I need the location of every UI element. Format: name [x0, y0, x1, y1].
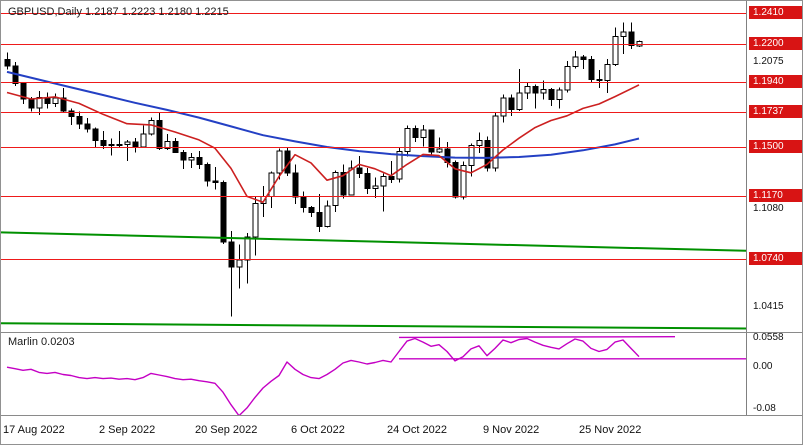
- price-tick: 1.1080: [753, 203, 784, 214]
- candlestick-chart[interactable]: [1, 4, 746, 332]
- date-label: 24 Oct 2022: [387, 424, 447, 436]
- time-axis-separator: [1, 415, 802, 416]
- indicator-label: Marlin 0.0203: [8, 336, 75, 348]
- price-axis[interactable]: 1.2410 1.2200 1.1940 1.1737 1.1500 1.1170 1.07…: [746, 1, 802, 415]
- indicator-tick: 0.00: [753, 361, 773, 372]
- indicator-name: Marlin: [8, 336, 38, 348]
- price-level-badge: 1.2200: [749, 37, 802, 50]
- indicator-tick: 0.0558: [753, 332, 784, 343]
- time-axis[interactable]: 17 Aug 2022 2 Sep 2022 20 Sep 2022 6 Oct 20…: [1, 416, 802, 444]
- date-label: 6 Oct 2022: [291, 424, 345, 436]
- chart-title: GBPUSD,Daily 1.2187 1.2223 1.2180 1.2215: [8, 6, 229, 18]
- price-tick: 1.2075: [753, 56, 784, 67]
- price-tick: 1.0415: [753, 301, 784, 312]
- date-label: 25 Nov 2022: [579, 424, 642, 436]
- date-label: 2 Sep 2022: [99, 424, 156, 436]
- price-level-badge: 1.1500: [749, 140, 802, 153]
- price-level-badge: 1.2410: [749, 6, 802, 19]
- indicator-panel: Marlin 0.0203: [1, 333, 746, 415]
- price-level-badge: 1.1940: [749, 75, 802, 88]
- chart-title-text: GBPUSD,Daily 1.2187 1.2223 1.2180 1.2215: [8, 6, 229, 18]
- marlin-indicator-chart[interactable]: [1, 333, 746, 415]
- date-label: 17 Aug 2022: [3, 424, 65, 436]
- price-level-badge: 1.1737: [749, 105, 802, 118]
- price-level-badge: 1.0740: [749, 252, 802, 265]
- price-level-badge: 1.1170: [749, 189, 802, 202]
- date-label: 20 Sep 2022: [195, 424, 258, 436]
- indicator-tick: -0.08: [753, 403, 776, 414]
- indicator-value: 0.0203: [41, 336, 75, 348]
- panel-separator[interactable]: [1, 332, 802, 333]
- main-chart-area: GBPUSD,Daily 1.2187 1.2223 1.2180 1.2215: [1, 1, 746, 332]
- date-label: 9 Nov 2022: [483, 424, 540, 436]
